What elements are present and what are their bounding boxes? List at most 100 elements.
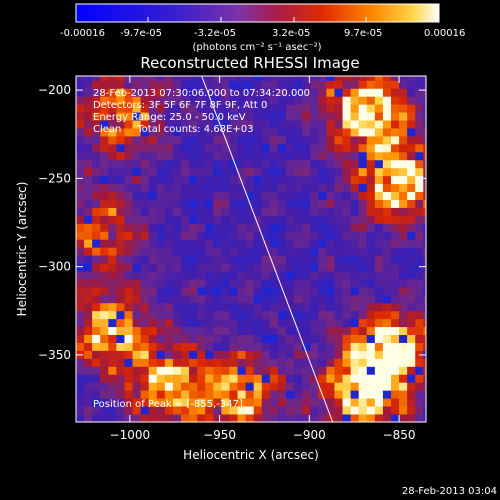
heatmap-cell <box>108 80 117 89</box>
heatmap-cell <box>342 199 352 208</box>
heatmap-cell <box>172 215 182 224</box>
heatmap-cell <box>326 271 335 280</box>
heatmap-cell <box>374 286 384 296</box>
heatmap-cell <box>92 231 101 240</box>
heatmap-cell <box>294 302 303 312</box>
heatmap-cell <box>156 112 166 121</box>
heatmap-cell <box>399 334 408 343</box>
heatmap-cell <box>310 350 319 359</box>
heatmap-cell <box>382 414 392 422</box>
heatmap-cell <box>189 334 198 343</box>
heatmap-cell <box>261 342 271 351</box>
heatmap-cell <box>189 159 198 169</box>
heatmap-cell <box>229 350 238 359</box>
heatmap-cell <box>277 239 287 248</box>
heatmap-cell <box>350 143 360 153</box>
heatmap-cell <box>302 239 311 248</box>
heatmap-cell <box>84 136 93 145</box>
heatmap-cell <box>415 286 424 296</box>
heatmap-cell <box>189 286 198 296</box>
heatmap-cell <box>277 350 287 359</box>
heatmap-cell <box>407 366 416 375</box>
heatmap-cell <box>277 159 287 169</box>
heatmap-cell <box>76 104 85 113</box>
heatmap-cell <box>140 374 150 383</box>
heatmap-cell <box>156 247 166 256</box>
heatmap-cell <box>415 358 424 367</box>
heatmap-cell <box>253 350 263 359</box>
heatmap-cell <box>318 143 327 153</box>
heatmap-cell <box>148 263 158 272</box>
heatmap-cell <box>245 215 255 224</box>
heatmap-cell <box>326 120 335 129</box>
heatmap-cell <box>326 382 335 391</box>
heatmap-cell <box>326 406 335 415</box>
heatmap-cell <box>76 215 85 224</box>
heatmap-cell <box>358 159 368 169</box>
heatmap-cell <box>415 334 424 343</box>
heatmap-cell <box>423 112 426 121</box>
heatmap-cell <box>407 76 416 81</box>
heatmap-cell <box>132 406 142 415</box>
heatmap-cell <box>415 294 424 304</box>
heatmap-cell <box>189 398 198 407</box>
heatmap-cell <box>164 398 174 407</box>
heatmap-cell <box>229 326 238 336</box>
heatmap-cell <box>415 183 424 193</box>
heatmap-cell <box>342 96 352 105</box>
heatmap-cell <box>326 247 335 256</box>
heatmap-cell <box>245 223 255 232</box>
x-axis-ticks: −1000 −950 −900 −850 <box>110 76 416 442</box>
heatmap-cell <box>221 239 230 248</box>
heatmap-cell <box>334 414 343 422</box>
heatmap-cell <box>342 350 352 359</box>
heatmap-cell <box>366 104 376 113</box>
heatmap-cell <box>399 247 408 256</box>
heatmap-cell <box>213 76 222 81</box>
heatmap-cell <box>164 191 174 200</box>
heatmap-cell <box>366 350 376 359</box>
heatmap-cell <box>148 151 158 161</box>
heatmap-cell <box>76 326 85 336</box>
heatmap-cell <box>318 207 327 216</box>
heatmap-cell <box>374 358 384 367</box>
heatmap-cell <box>92 223 101 232</box>
heatmap-cell <box>76 334 85 343</box>
heatmap-cell <box>148 136 158 145</box>
heatmap-cell <box>286 143 295 153</box>
heatmap-cell <box>326 76 335 81</box>
heatmap-cell <box>334 80 343 89</box>
heatmap-cell <box>229 374 238 383</box>
heatmap-cell <box>302 231 311 240</box>
heatmap-cell <box>245 175 255 185</box>
heatmap-cell <box>310 120 319 129</box>
heatmap-cell <box>407 239 416 248</box>
heatmap-cell <box>277 406 287 415</box>
heatmap-cell <box>181 120 190 129</box>
heatmap-cell <box>294 255 303 264</box>
heatmap-cell <box>366 398 376 407</box>
heatmap-cell <box>84 104 93 113</box>
heatmap-cell <box>334 358 343 367</box>
heatmap-cell <box>140 279 150 288</box>
heatmap-cell <box>269 334 279 343</box>
heatmap-cell <box>116 223 125 232</box>
heatmap-cell <box>277 143 287 153</box>
heatmap-cell <box>286 175 295 185</box>
heatmap-cell <box>181 167 190 177</box>
heatmap-cell <box>205 326 214 336</box>
heatmap-cell <box>100 96 109 105</box>
heatmap-cell <box>382 191 392 200</box>
heatmap-cell <box>84 390 93 399</box>
heatmap-cell <box>366 318 376 328</box>
heatmap-cell <box>366 302 376 312</box>
heatmap-cell <box>100 104 109 113</box>
heatmap-cell <box>334 223 343 232</box>
heatmap-cell <box>197 350 206 359</box>
heatmap-cell <box>399 223 408 232</box>
heatmap-cell <box>318 76 327 81</box>
heatmap-cell <box>269 406 279 415</box>
colorbar-tick-label: -3.2e-05 <box>194 28 236 39</box>
heatmap-cell <box>269 136 279 145</box>
heatmap-cell <box>172 334 182 343</box>
